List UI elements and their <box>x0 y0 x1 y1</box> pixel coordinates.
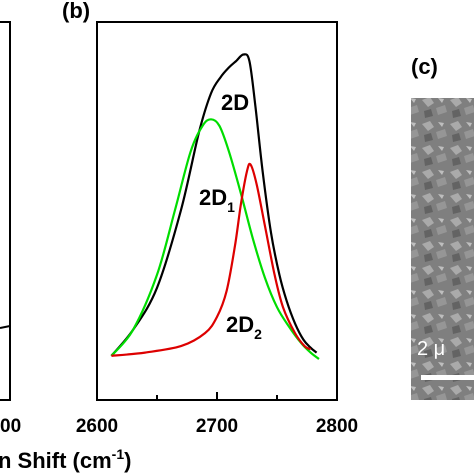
axis-title-close: ) <box>124 448 131 473</box>
panel-c: (c) 2 μ <box>411 54 474 400</box>
sem-shade <box>411 98 474 400</box>
panel-a-frame <box>0 21 11 401</box>
series-label-main: 2D <box>221 90 249 115</box>
series-2d2-label: 2D2 <box>226 312 262 342</box>
sem-image <box>411 98 474 400</box>
panel-a-axis-title: n Shift (cm-1) <box>0 446 131 473</box>
series-2d1-label: 2D1 <box>199 185 235 215</box>
series-2d2-curve <box>111 162 312 357</box>
axis-title-sup: -1 <box>112 446 125 462</box>
panel-a: 00 n Shift (cm-1) <box>0 21 131 473</box>
axis-title-main: n Shift (cm <box>0 448 112 473</box>
x-tick-label: 2700 <box>196 416 238 437</box>
series-label-main: 2D <box>226 312 254 337</box>
x-tick-label: 2600 <box>76 416 118 437</box>
panel-b-label: (b) <box>62 0 90 23</box>
scale-bar <box>421 375 474 380</box>
panel-c-label: (c) <box>411 54 438 79</box>
series-2d1-curve <box>110 118 320 360</box>
panel-b-series <box>110 53 320 360</box>
series-2d-curve <box>110 53 318 357</box>
panel-a-curve-tail <box>0 325 11 329</box>
series-label-main: 2D <box>199 185 227 210</box>
panel-a-tick-label: 00 <box>0 416 21 437</box>
panel-b-ticks: 2600 2700 2800 <box>76 392 358 437</box>
series-2d-label: 2D <box>221 90 249 115</box>
x-tick-label: 2800 <box>316 416 358 437</box>
series-label-subscript: 1 <box>227 199 235 215</box>
series-label-subscript: 2 <box>254 326 262 342</box>
scale-bar-label: 2 μ <box>417 338 445 360</box>
